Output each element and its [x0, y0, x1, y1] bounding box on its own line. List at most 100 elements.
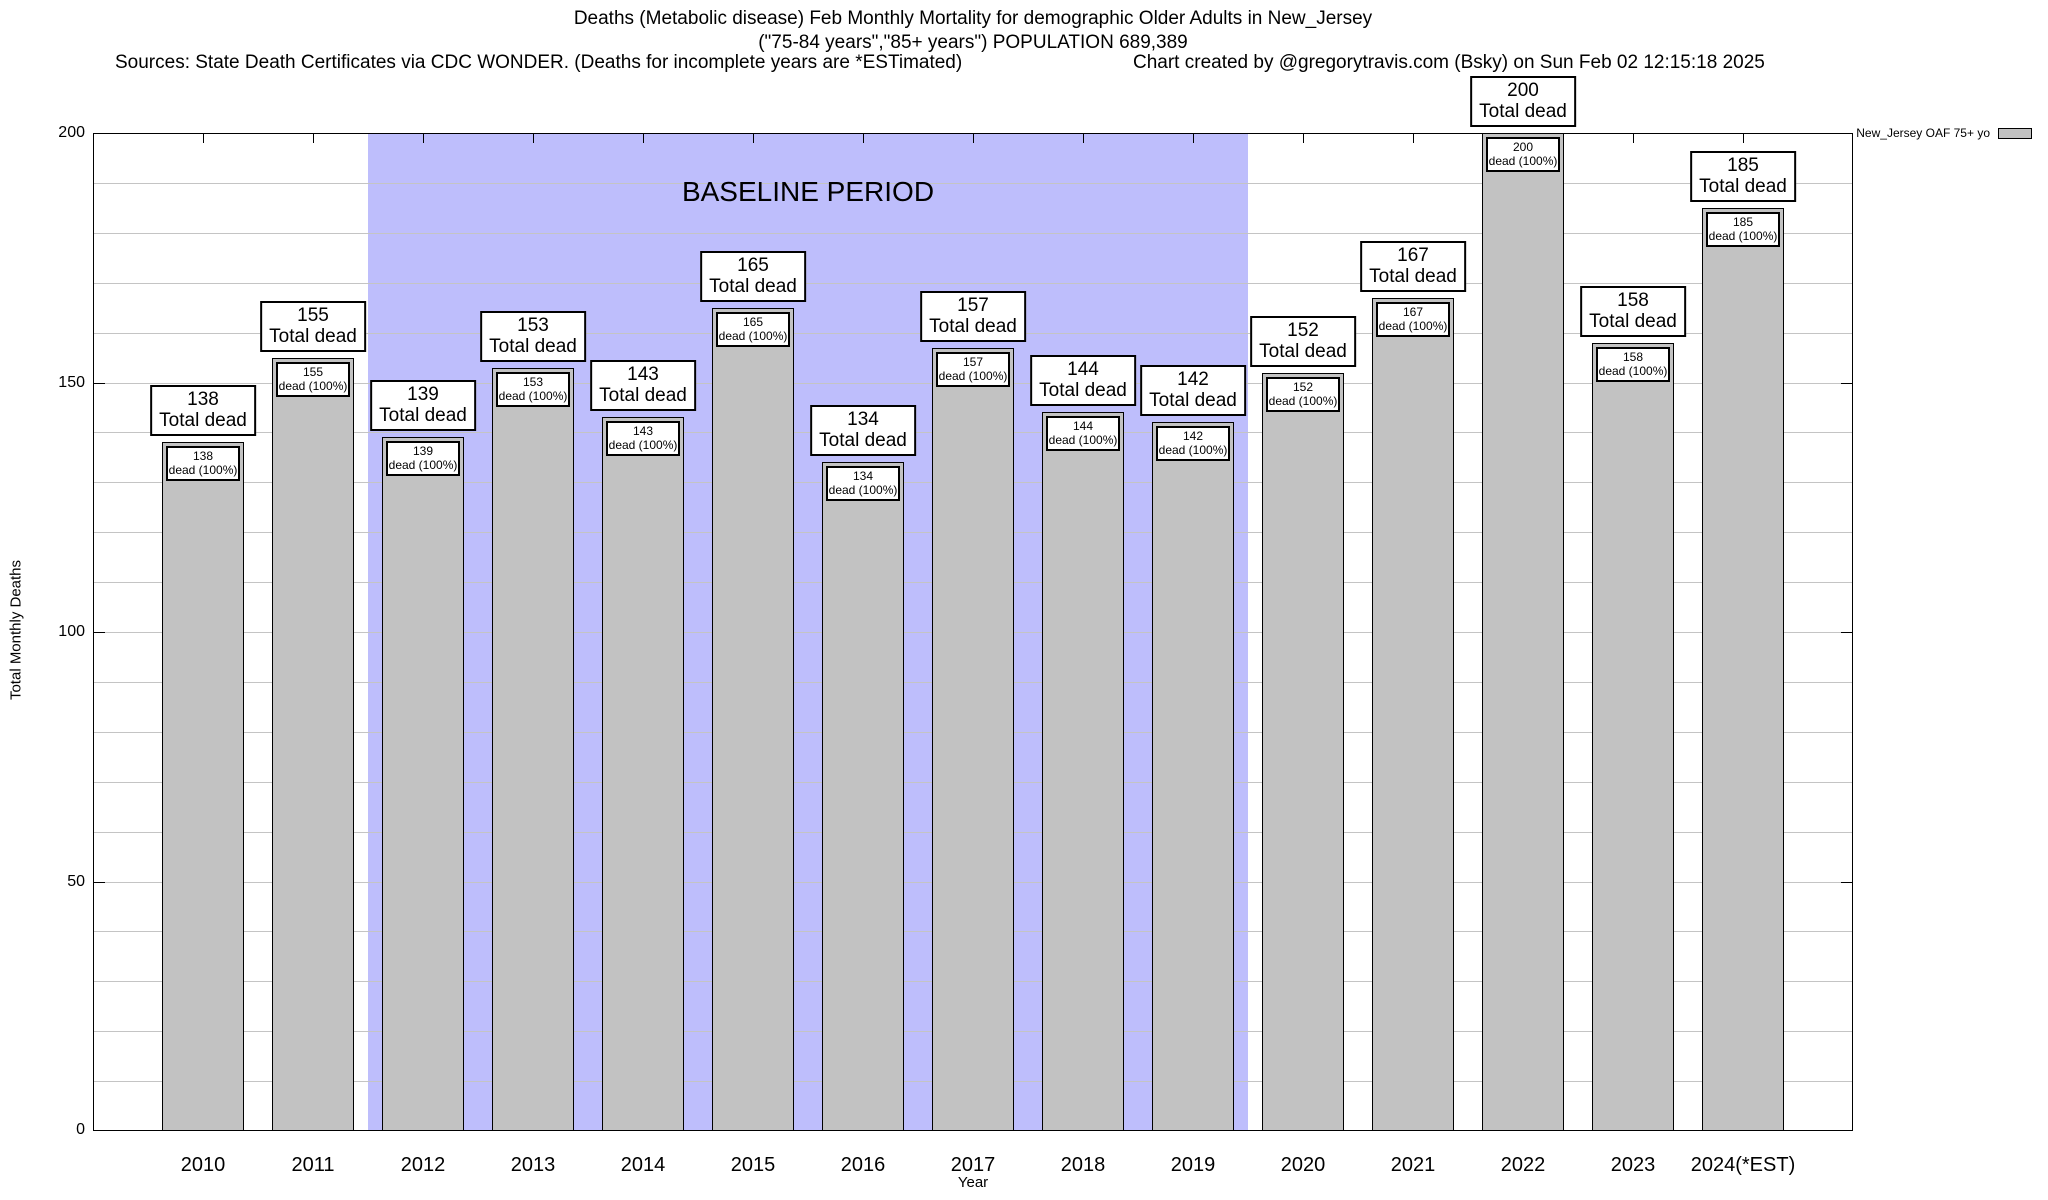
y-tick-right-100 — [1841, 632, 1853, 633]
x-tick-label-2018: 2018 — [1060, 1154, 1106, 1176]
y-tick-left-200 — [93, 133, 105, 134]
baseline-period-label: BASELINE PERIOD — [681, 176, 935, 207]
plot-area: BASELINE PERIOD 0 50 100 150 200 138 Total dead… — [58, 76, 1853, 1176]
sources-note: Sources: State Death Certificates via CD… — [115, 52, 963, 73]
bar-2012 — [381, 437, 465, 1131]
bar-value-box-2016: 134 Total dead — [810, 405, 916, 457]
x-tick-top-2013 — [533, 133, 534, 143]
bar-2017 — [931, 347, 1015, 1131]
x-tick-top-2019 — [1193, 133, 1194, 143]
bar-value-box-2024(*EST): 185 Total dead — [1690, 150, 1796, 202]
x-tick-top-2020 — [1303, 133, 1304, 143]
bar-2013 — [491, 367, 575, 1131]
bar-value-box-2010: 138 Total dead — [150, 385, 256, 437]
x-tick-top-2014 — [643, 133, 644, 143]
x-tick-label-2012: 2012 — [400, 1154, 446, 1176]
y-tick-left-0 — [93, 1130, 105, 1131]
bar-value-box-2020: 152 Total dead — [1250, 315, 1356, 367]
x-tick-label-2024(*EST): 2024(*EST) — [1690, 1154, 1796, 1176]
x-tick-label-2017: 2017 — [950, 1154, 996, 1176]
bar-2016 — [821, 462, 905, 1131]
bar-2023 — [1591, 342, 1675, 1131]
bar-2011 — [271, 357, 355, 1131]
x-tick-top-2011 — [313, 133, 314, 143]
x-tick-top-2018 — [1083, 133, 1084, 143]
bar-value-box-2019: 142 Total dead — [1140, 365, 1246, 417]
x-tick-label-2023: 2023 — [1610, 1154, 1656, 1176]
bar-value-box-2022: 200 Total dead — [1470, 76, 1576, 127]
x-tick-label-2019: 2019 — [1170, 1154, 1216, 1176]
bar-inner-label-2010: 138 dead (100%) — [166, 446, 240, 482]
x-tick-label-2015: 2015 — [730, 1154, 776, 1176]
x-tick-top-2016 — [863, 133, 864, 143]
y-tick-label-0: 0 — [76, 1121, 85, 1138]
bar-2020 — [1261, 372, 1345, 1131]
y-tick-left-150 — [93, 382, 105, 384]
x-tick-label-2022: 2022 — [1500, 1154, 1546, 1176]
bar-inner-label-2019: 142 dead (100%) — [1156, 426, 1230, 462]
x-tick-label-2020: 2020 — [1280, 1154, 1326, 1176]
bar-inner-label-2020: 152 dead (100%) — [1266, 376, 1340, 412]
y-tick-right-0 — [1841, 1130, 1853, 1131]
y-tick-label-200: 200 — [58, 124, 85, 141]
bar-value-box-2023: 158 Total dead — [1580, 285, 1686, 337]
credit-note: Chart created by @gregorytravis.com (Bsk… — [1133, 52, 1765, 73]
y-tick-right-50 — [1841, 881, 1853, 883]
bar-value-box-2021: 167 Total dead — [1360, 240, 1466, 292]
chart-title: Deaths (Metabolic disease) Feb Monthly M… — [573, 8, 1373, 29]
x-tick-top-2021 — [1413, 133, 1414, 143]
bar-value-box-2012: 139 Total dead — [370, 380, 476, 432]
bar-2022 — [1481, 133, 1565, 1131]
y-tick-right-200 — [1841, 133, 1853, 134]
legend-swatch-icon — [1998, 127, 2032, 139]
bar-inner-label-2017: 157 dead (100%) — [936, 351, 1010, 387]
x-tick-top-2024(*EST) — [1743, 133, 1744, 143]
x-tick-label-2013: 2013 — [510, 1154, 556, 1176]
bar-value-box-2014: 143 Total dead — [590, 360, 696, 412]
x-tick-label-2011: 2011 — [291, 1154, 335, 1176]
bar-2018 — [1041, 412, 1125, 1131]
bar-2014 — [601, 417, 685, 1131]
bar-inner-label-2013: 153 dead (100%) — [496, 371, 570, 407]
x-tick-top-2015 — [753, 133, 754, 143]
bar-inner-label-2016: 134 dead (100%) — [826, 466, 900, 502]
bar-value-box-2018: 144 Total dead — [1030, 355, 1136, 407]
y-tick-right-150 — [1841, 382, 1853, 384]
bar-2021 — [1371, 297, 1455, 1131]
y-tick-label-50: 50 — [67, 872, 85, 890]
bar-inner-label-2014: 143 dead (100%) — [606, 421, 680, 457]
y-tick-left-100 — [93, 632, 105, 633]
x-tick-top-2012 — [423, 133, 424, 143]
bar-2015 — [711, 307, 795, 1131]
x-tick-label-2016: 2016 — [840, 1154, 886, 1176]
bar-inner-label-2022: 200 dead (100%) — [1486, 137, 1560, 172]
x-axis-title: Year — [957, 1174, 989, 1191]
legend: New_Jersey OAF 75+ yo — [1856, 126, 2032, 140]
bar-inner-label-2012: 139 dead (100%) — [386, 441, 460, 477]
x-tick-label-2014: 2014 — [620, 1154, 666, 1176]
bar-2024(*EST) — [1701, 207, 1785, 1131]
x-tick-label-2021: 2021 — [1390, 1154, 1436, 1176]
bar-2010 — [161, 442, 245, 1131]
bar-value-box-2013: 153 Total dead — [480, 310, 586, 362]
chart-subtitle: ("75-84 years","85+ years") POPULATION 6… — [758, 32, 1188, 53]
bar-value-box-2011: 155 Total dead — [260, 300, 366, 352]
legend-series-label: New_Jersey OAF 75+ yo — [1856, 126, 1990, 140]
bar-value-box-2017: 157 Total dead — [920, 290, 1026, 342]
gridline-y-180 — [93, 232, 1853, 234]
bar-inner-label-2015: 165 dead (100%) — [716, 311, 790, 347]
bar-2019 — [1151, 422, 1235, 1131]
bar-inner-label-2021: 167 dead (100%) — [1376, 301, 1450, 337]
bar-inner-label-2018: 144 dead (100%) — [1046, 416, 1120, 452]
x-tick-top-2023 — [1633, 133, 1634, 143]
y-tick-label-100: 100 — [58, 623, 85, 640]
y-tick-left-50 — [93, 881, 105, 883]
x-tick-top-2010 — [203, 133, 204, 143]
bar-value-box-2015: 165 Total dead — [700, 250, 806, 302]
bar-inner-label-2023: 158 dead (100%) — [1596, 346, 1670, 382]
bar-inner-label-2011: 155 dead (100%) — [276, 361, 350, 397]
x-tick-top-2017 — [973, 133, 974, 143]
bar-inner-label-2024(*EST): 185 dead (100%) — [1706, 211, 1780, 247]
gridline-y-170 — [93, 282, 1853, 284]
